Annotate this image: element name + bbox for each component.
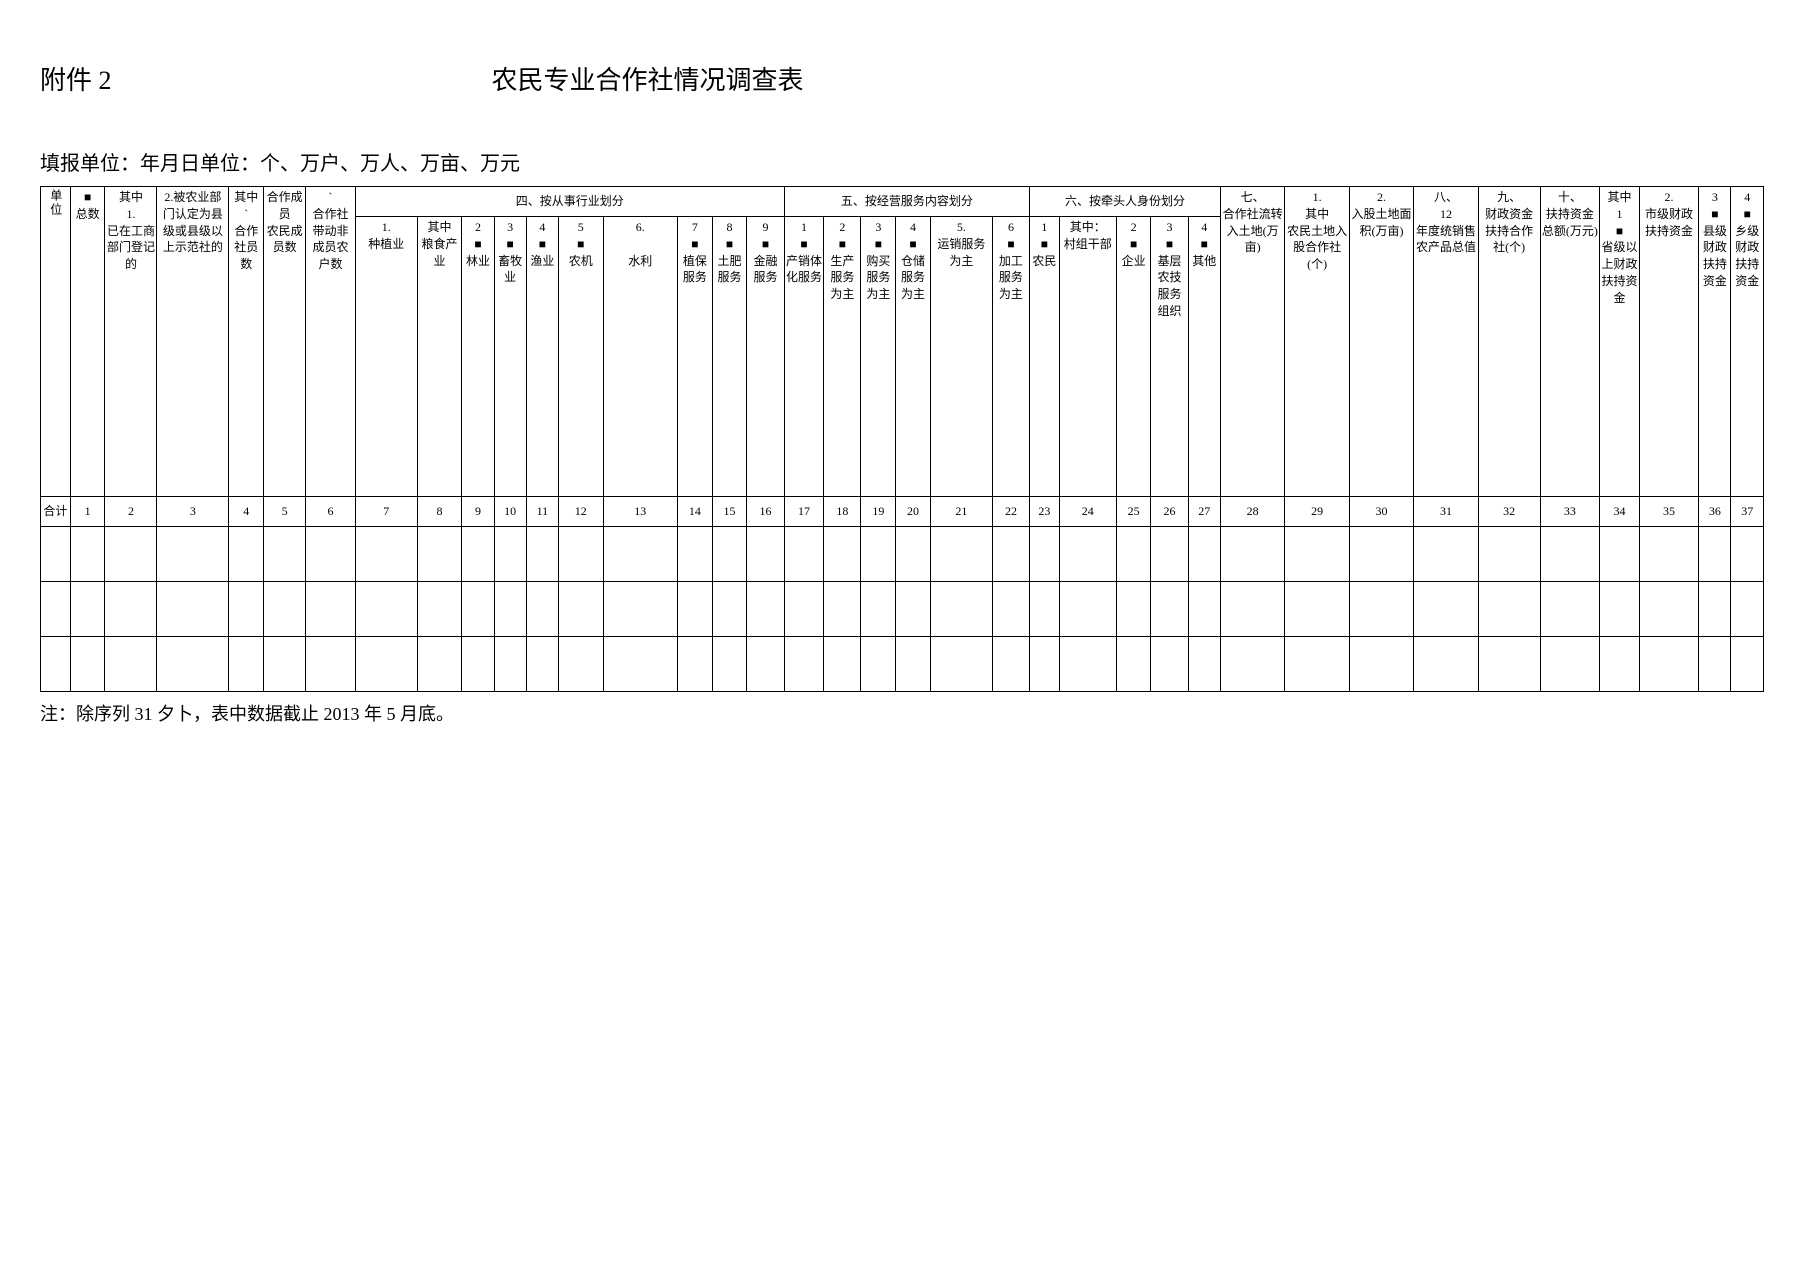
col-sales: 八、 12 年度统销售农产品总值: [1414, 187, 1478, 497]
num-cell: 5: [264, 497, 306, 527]
col-processing: 6 ■ 加工服务为主: [992, 217, 1029, 497]
num-cell: 26: [1151, 497, 1188, 527]
num-cell: 28: [1220, 497, 1284, 527]
num-cell: 20: [896, 497, 931, 527]
num-cell: 11: [526, 497, 558, 527]
col-soil: 8 ■ 土肥服务: [712, 217, 747, 497]
num-cell: 2: [105, 497, 157, 527]
col-town-fund: 4 ■ 乡级财政扶持资金: [1731, 187, 1764, 497]
attachment-label: 附件 2: [40, 60, 112, 97]
empty-row: [41, 527, 1764, 582]
num-cell: 19: [861, 497, 896, 527]
num-cell: 27: [1188, 497, 1220, 527]
col-transport: 5. 运销服务为主: [930, 217, 992, 497]
col-storage: 4 ■ 仓储服务为主: [896, 217, 931, 497]
col-county-fund: 3 ■ 县级财政扶持资金: [1699, 187, 1731, 497]
num-cell: 12: [559, 497, 604, 527]
col-forestry: 2 ■ 林业: [462, 217, 494, 497]
survey-table: 单位 ■ 总数 其中 1. 已在工商部门登记的 2.被农业部门认定为县级或县级以…: [40, 186, 1764, 692]
num-cell: 17: [784, 497, 824, 527]
col-village-cadre: 其中： 村组干部: [1059, 217, 1116, 497]
empty-row: [41, 582, 1764, 637]
num-cell: 16: [747, 497, 784, 527]
report-unit: 填报单位：年月日单位：个、万户、万人、万亩、万元: [40, 147, 1764, 176]
col-planting: 1. 种植业: [355, 217, 417, 497]
num-cell: 9: [462, 497, 494, 527]
num-cell: 35: [1639, 497, 1698, 527]
col-total: ■ 总数: [70, 187, 105, 497]
main-title: 农民专业合作社情况调查表: [492, 60, 804, 97]
num-cell: 29: [1285, 497, 1349, 527]
col-nonmember: ` 合作社带动非成员农户数: [306, 187, 356, 497]
col-livestock: 3 ■ 畜牧业: [494, 217, 526, 497]
col-integrated: 1 ■ 产销体化服务: [784, 217, 824, 497]
col-registered: 其中 1. 已在工商部门登记的: [105, 187, 157, 497]
col-fiscal-coop: 九、 财政资金扶持合作社(个): [1478, 187, 1540, 497]
section-leader: 六、按牵头人身份划分: [1030, 187, 1221, 217]
section-service: 五、按经营服务内容划分: [784, 187, 1029, 217]
num-cell: 6: [306, 497, 356, 527]
num-cell: 33: [1540, 497, 1599, 527]
num-cell: 18: [824, 497, 861, 527]
col-city-fund: 2. 市级财政扶持资金: [1639, 187, 1698, 497]
col-production: 2 ■ 生产服务为主: [824, 217, 861, 497]
num-cell: 8: [417, 497, 462, 527]
col-fishery: 4 ■ 渔业: [526, 217, 558, 497]
num-cell: 36: [1699, 497, 1731, 527]
col-machinery: 5 ■ 农机: [559, 217, 604, 497]
num-cell: 32: [1478, 497, 1540, 527]
num-cell: 24: [1059, 497, 1116, 527]
col-land-share: 1. 其中 农民土地入股合作社(个): [1285, 187, 1349, 497]
num-cell: 10: [494, 497, 526, 527]
num-cell: 21: [930, 497, 992, 527]
col-farmer-lead: 1 ■ 农民: [1030, 217, 1060, 497]
num-cell: 14: [677, 497, 712, 527]
section-industry: 四、按从事行业划分: [355, 187, 784, 217]
num-cell: 22: [992, 497, 1029, 527]
num-cell: 31: [1414, 497, 1478, 527]
col-farmer-members: 合作成员 农民成员数: [264, 187, 306, 497]
number-row: 合计 1 2 3 4 5 6 7 8 9 10 11 12 13 14 15 1…: [41, 497, 1764, 527]
col-share-area: 2. 入股土地面积(万亩): [1349, 187, 1413, 497]
row-label-total: 合计: [41, 497, 71, 527]
num-cell: 7: [355, 497, 417, 527]
col-members: 其中 ` 合作社员数: [229, 187, 264, 497]
col-purchase: 3 ■ 购买服务为主: [861, 217, 896, 497]
col-prov-fund: 其中 1 ■ 省级以上财政扶持资金: [1600, 187, 1640, 497]
num-cell: 1: [70, 497, 105, 527]
num-cell: 37: [1731, 497, 1764, 527]
col-water: 6. 水利: [603, 217, 677, 497]
num-cell: 30: [1349, 497, 1413, 527]
col-tech-org: 3 ■ 基层农技服务组织: [1151, 217, 1188, 497]
footnote: 注：除序列 31 夕卜，表中数据截止 2013 年 5 月底。: [40, 700, 1764, 726]
num-cell: 15: [712, 497, 747, 527]
col-grain: 其中 粮食产业: [417, 217, 462, 497]
col-unit: 单位: [41, 187, 71, 497]
col-other: 4 ■ 其他: [1188, 217, 1220, 497]
empty-row: [41, 637, 1764, 692]
num-cell: 3: [157, 497, 229, 527]
col-enterprise: 2 ■ 企业: [1116, 217, 1151, 497]
col-land-transfer: 七、 合作社流转入土地(万亩): [1220, 187, 1284, 497]
col-finance: 9 ■ 金融服务: [747, 217, 784, 497]
num-cell: 23: [1030, 497, 1060, 527]
col-support-amt: 十、 扶持资金总额(万元): [1540, 187, 1599, 497]
num-cell: 25: [1116, 497, 1151, 527]
col-model: 2.被农业部门认定为县级或县级以上示范社的: [157, 187, 229, 497]
num-cell: 34: [1600, 497, 1640, 527]
col-plant-protect: 7 ■ 植保服务: [677, 217, 712, 497]
num-cell: 4: [229, 497, 264, 527]
num-cell: 13: [603, 497, 677, 527]
